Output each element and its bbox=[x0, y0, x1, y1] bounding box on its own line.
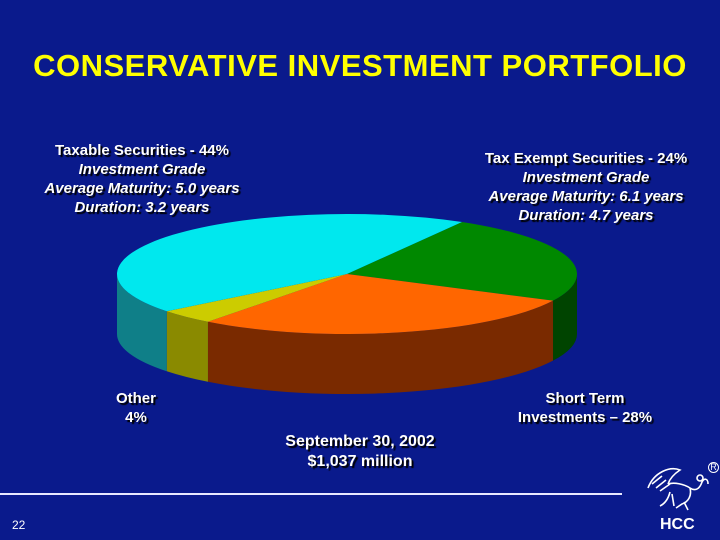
label-short-term-line2: Investments – 28% bbox=[517, 409, 653, 426]
griffin-logo-icon bbox=[647, 468, 709, 511]
label-other: Other 4% bbox=[100, 389, 172, 427]
label-other-line2: 4% bbox=[125, 409, 147, 426]
pie-slice-tax-exempt-securities bbox=[347, 222, 577, 301]
label-other-line1: Other bbox=[115, 390, 156, 407]
pie-slice-taxable-securities bbox=[117, 214, 462, 312]
label-taxable: Taxable Securities - 44% Investment Grad… bbox=[30, 141, 254, 217]
label-taxable-line4: Duration: 3.2 years bbox=[74, 199, 210, 216]
caption-amount: $1,037 million bbox=[307, 453, 413, 470]
registered-mark: R bbox=[708, 462, 719, 473]
pie-side-short-term-investments bbox=[207, 300, 554, 395]
pie-slice-short-term-investments bbox=[207, 274, 554, 335]
label-taxable-line1: Taxable Securities - 44% bbox=[55, 142, 229, 159]
label-tax-exempt: Tax Exempt Securities - 24% Investment G… bbox=[468, 149, 704, 225]
label-tax-exempt-line3: Average Maturity: 6.1 years bbox=[488, 188, 684, 205]
footer-divider bbox=[0, 493, 622, 495]
slide-title: CONSERVATIVE INVESTMENT PORTFOLIO bbox=[33, 48, 687, 83]
pie-slice-other bbox=[166, 274, 347, 322]
brand-name: HCC bbox=[660, 516, 695, 533]
label-tax-exempt-line1: Tax Exempt Securities - 24% bbox=[484, 150, 688, 167]
label-taxable-line2: Investment Grade bbox=[78, 161, 206, 178]
label-short-term: Short Term Investments – 28% bbox=[500, 389, 670, 427]
label-tax-exempt-line4: Duration: 4.7 years bbox=[518, 207, 654, 224]
pie-side-taxable-securities bbox=[117, 274, 167, 372]
pie-side-other bbox=[166, 311, 208, 382]
chart-caption: September 30, 2002 $1,037 million bbox=[250, 432, 470, 472]
caption-date: September 30, 2002 bbox=[285, 433, 435, 450]
label-short-term-line1: Short Term bbox=[545, 390, 625, 407]
label-taxable-line3: Average Maturity: 5.0 years bbox=[44, 180, 240, 197]
pie-side-tax-exempt-securities bbox=[553, 274, 577, 361]
label-tax-exempt-line2: Investment Grade bbox=[522, 169, 650, 186]
slide-number: 22 bbox=[12, 518, 26, 532]
